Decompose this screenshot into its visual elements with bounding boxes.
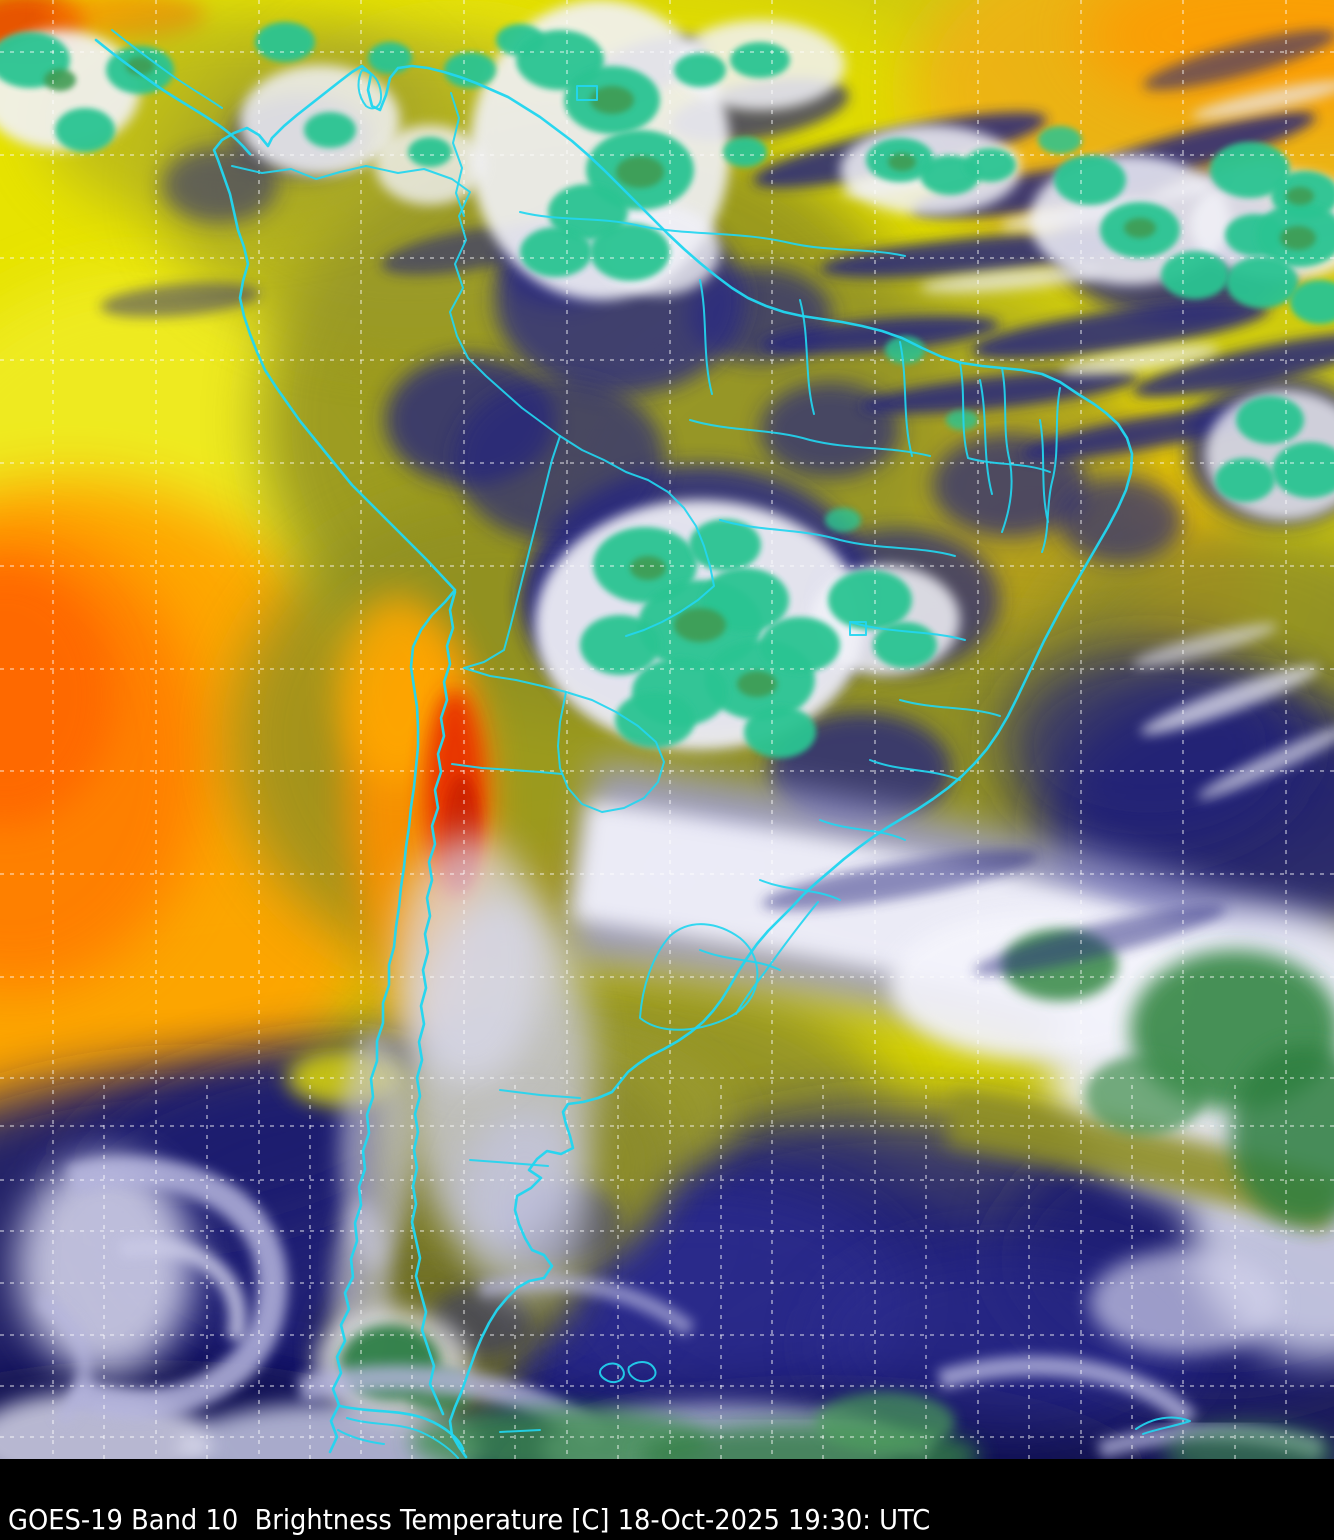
coastline-central-america-2	[111, 29, 223, 109]
falkland-islands	[598, 1362, 625, 1384]
political-borders	[94, 29, 1191, 1459]
coastline-central-america	[94, 38, 252, 156]
lake-box-titicaca	[849, 621, 867, 636]
falkland-islands	[627, 1361, 657, 1383]
coastline-south-america	[212, 64, 1134, 1459]
border-paraguay	[557, 691, 665, 813]
satellite-map	[0, 0, 1334, 1459]
border-uruguay	[639, 923, 759, 1031]
argentina-province-border	[499, 1089, 581, 1099]
frontal-cloud-band	[395, 760, 1334, 1360]
brazil-state-border	[869, 759, 961, 781]
border-argentina-paraguay	[451, 763, 563, 775]
lake-box-venezuela	[576, 85, 598, 101]
brazil-state-border	[689, 419, 931, 457]
brazil-state-border	[979, 379, 993, 495]
tierra-del-fuego-coast	[338, 1404, 465, 1451]
border-chile-argentina	[410, 590, 457, 1416]
tierra-del-fuego-coast	[337, 1429, 385, 1445]
argentina-province-border	[469, 1159, 549, 1167]
brazil-state-border	[699, 279, 713, 395]
border-bolivia-north	[559, 435, 715, 637]
brazil-state-border	[899, 341, 913, 457]
amazon-river	[519, 211, 906, 257]
brazil-state-border	[959, 362, 1051, 473]
brazil-state-border	[799, 299, 815, 415]
lake-maracaibo	[357, 69, 383, 110]
brazil-state-border	[699, 949, 781, 971]
small-island-arc-south-atlantic	[1135, 1416, 1191, 1435]
brazil-state-border	[719, 519, 956, 557]
brazil-state-border	[899, 699, 1001, 717]
brazil-state-border	[819, 819, 906, 841]
border-colombia-venezuela	[450, 92, 465, 217]
amazon-convection	[0, 0, 1334, 758]
brazil-state-border	[1039, 419, 1049, 523]
isla-de-los-estados	[499, 1429, 541, 1433]
lagoon-patos	[735, 901, 819, 1015]
brazil-state-border	[1001, 367, 1013, 533]
caption-text: GOES-19 Band 10 Brightness Temperature […	[8, 1503, 931, 1536]
brazil-state-border	[849, 621, 966, 641]
border-peru-brazil	[365, 165, 561, 437]
border-bolivia-west	[463, 435, 561, 669]
tierra-del-fuego-coast	[346, 1417, 459, 1459]
border-colombia-ecuador-peru	[231, 165, 367, 180]
border-bolivia-argentina	[463, 667, 567, 693]
caption-bar: GOES-19 Band 10 Brightness Temperature […	[0, 1459, 1334, 1540]
brazil-state-border	[1041, 387, 1061, 553]
brazil-state-border	[759, 879, 841, 901]
